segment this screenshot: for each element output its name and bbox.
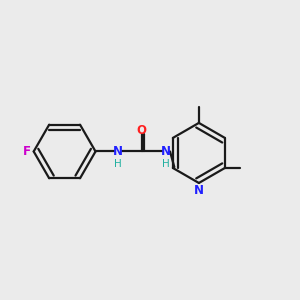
Text: H: H [162, 159, 170, 169]
Text: O: O [137, 124, 147, 137]
Text: F: F [23, 145, 31, 158]
Text: N: N [194, 184, 204, 197]
Text: N: N [161, 145, 171, 158]
Text: H: H [114, 159, 122, 169]
Text: N: N [112, 145, 123, 158]
